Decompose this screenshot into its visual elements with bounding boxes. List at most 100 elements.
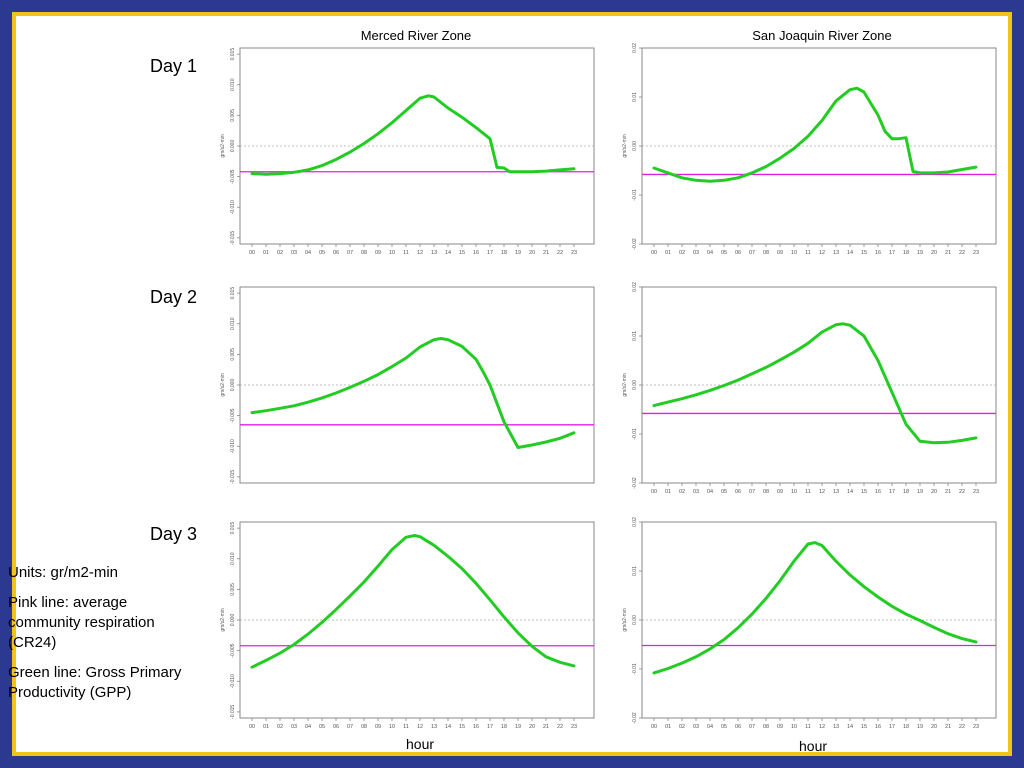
x-tick-label: 23 (571, 724, 577, 730)
x-tick-label: 22 (557, 250, 563, 256)
x-tick-label: 10 (791, 724, 797, 730)
x-tick-label: 06 (735, 724, 741, 730)
y-tick-label: 0.005 (230, 583, 236, 596)
x-tick-label: 12 (819, 724, 825, 730)
x-tick-label: 12 (819, 489, 825, 495)
gpp-line (250, 534, 576, 669)
x-tick-label: 11 (805, 724, 811, 730)
x-tick-label: 11 (403, 724, 409, 730)
x-tick-label: 13 (431, 724, 437, 730)
x-tick-label: 03 (693, 489, 699, 495)
x-tick-label: 19 (917, 250, 923, 256)
x-tick-label: 23 (973, 489, 979, 495)
y-tick-label: -0.02 (632, 477, 638, 489)
y-axis-label: gm/s2-min (220, 134, 226, 158)
x-tick-label: 07 (347, 250, 353, 256)
x-tick-label: 12 (417, 250, 423, 256)
x-tick-label: 05 (721, 724, 727, 730)
x-tick-label: 09 (777, 724, 783, 730)
day-2-label: Day 2 (150, 287, 198, 307)
x-tick-label: 13 (833, 250, 839, 256)
x-tick-label: 14 (445, 724, 451, 730)
y-tick-label: 0.010 (230, 78, 236, 91)
x-tick-label: 14 (847, 724, 853, 730)
x-tick-label: 03 (291, 250, 297, 256)
x-tick-label: 23 (571, 250, 577, 256)
x-tick-label: 07 (347, 724, 353, 730)
x-tick-label: 07 (749, 489, 755, 495)
x-tick-label: 21 (543, 250, 549, 256)
x-tick-label: 16 (875, 724, 881, 730)
y-tick-label: 0.00 (632, 615, 638, 625)
gpp-line (250, 337, 576, 449)
x-tick-label: 09 (777, 250, 783, 256)
y-axis-label: gm/s2-min (622, 608, 628, 632)
x-tick-label: 22 (557, 724, 563, 730)
y-tick-label: 0.010 (230, 552, 236, 565)
x-tick-label: 03 (291, 724, 297, 730)
x-tick-label: 12 (819, 250, 825, 256)
x-tick-label: 01 (263, 250, 269, 256)
y-tick-label: -0.015 (230, 470, 236, 484)
x-tick-label: 00 (651, 724, 657, 730)
y-tick-label: 0.015 (230, 48, 236, 61)
x-tick-label: 10 (389, 724, 395, 730)
x-tick-label: 02 (679, 250, 685, 256)
y-tick-label: -0.010 (230, 439, 236, 453)
y-tick-label: 0.000 (230, 140, 236, 153)
x-tick-label: 17 (487, 250, 493, 256)
chart-day3-merced: -0.015 -0.010 -0.005 0.000 0.005 0.010 0.015 gm… (220, 521, 595, 730)
day-1-label: Day 1 (150, 56, 198, 76)
y-tick-label: -0.005 (230, 408, 236, 422)
y-axis-label: gm/s2-min (220, 608, 226, 632)
y-tick-label: 0.005 (230, 348, 236, 361)
y-tick-label: -0.01 (632, 428, 638, 440)
y-tick-label: -0.015 (230, 231, 236, 245)
x-tick-label: 13 (431, 250, 437, 256)
hour-label-left: hour (406, 736, 435, 752)
y-tick-label: -0.02 (632, 238, 638, 250)
x-tick-label: 21 (945, 489, 951, 495)
y-tick-label: -0.015 (230, 705, 236, 719)
x-tick-label: 12 (417, 724, 423, 730)
x-tick-label: 09 (777, 489, 783, 495)
y-tick-label: 0.005 (230, 109, 236, 122)
x-tick-label: 01 (665, 724, 671, 730)
x-tick-label: 18 (501, 724, 507, 730)
x-tick-label: 13 (833, 489, 839, 495)
x-tick-label: 19 (515, 250, 521, 256)
y-axis-label: gm/s2-min (220, 373, 226, 397)
gpp-line (652, 86, 978, 183)
x-tick-label: 19 (515, 724, 521, 730)
x-tick-label: 21 (945, 724, 951, 730)
y-tick-label: 0.01 (632, 92, 638, 102)
x-tick-label: 05 (319, 250, 325, 256)
x-tick-label: 21 (543, 724, 549, 730)
x-tick-label: 14 (847, 250, 853, 256)
y-tick-label: -0.01 (632, 663, 638, 675)
zone-title-san-joaquin: San Joaquin River Zone (752, 28, 892, 43)
x-tick-label: 08 (361, 724, 367, 730)
x-tick-label: 20 (931, 250, 937, 256)
x-tick-label: 03 (693, 724, 699, 730)
day-3-label: Day 3 (150, 524, 198, 544)
x-tick-label: 16 (875, 489, 881, 495)
chart-day3-san-joaquin: -0.02 -0.01 0.00 0.01 0.02 gm/s2-min 00 01 02 03 0… (622, 517, 997, 730)
x-tick-label: 16 (875, 250, 881, 256)
y-axis-label: gm/s2-min (622, 134, 628, 158)
x-tick-label: 11 (403, 250, 409, 256)
x-tick-label: 04 (707, 250, 713, 256)
x-tick-label: 10 (791, 250, 797, 256)
pink-line-note: Pink line: average community respiration… (8, 594, 155, 651)
x-tick-label: 07 (749, 724, 755, 730)
chart-day2-san-joaquin: -0.02 -0.01 0.00 0.01 0.02 gm/s2-min 00 01 02 03 0… (622, 282, 997, 495)
x-tick-label: 06 (735, 489, 741, 495)
x-tick-label: 20 (529, 250, 535, 256)
green-line-note: Green line: Gross Primary Productivity (… (8, 664, 182, 701)
gpp-line (652, 541, 978, 675)
x-tick-label: 00 (651, 250, 657, 256)
y-tick-label: -0.02 (632, 712, 638, 724)
x-tick-label: 08 (361, 250, 367, 256)
y-tick-label: 0.01 (632, 331, 638, 341)
x-tick-label: 17 (889, 250, 895, 256)
